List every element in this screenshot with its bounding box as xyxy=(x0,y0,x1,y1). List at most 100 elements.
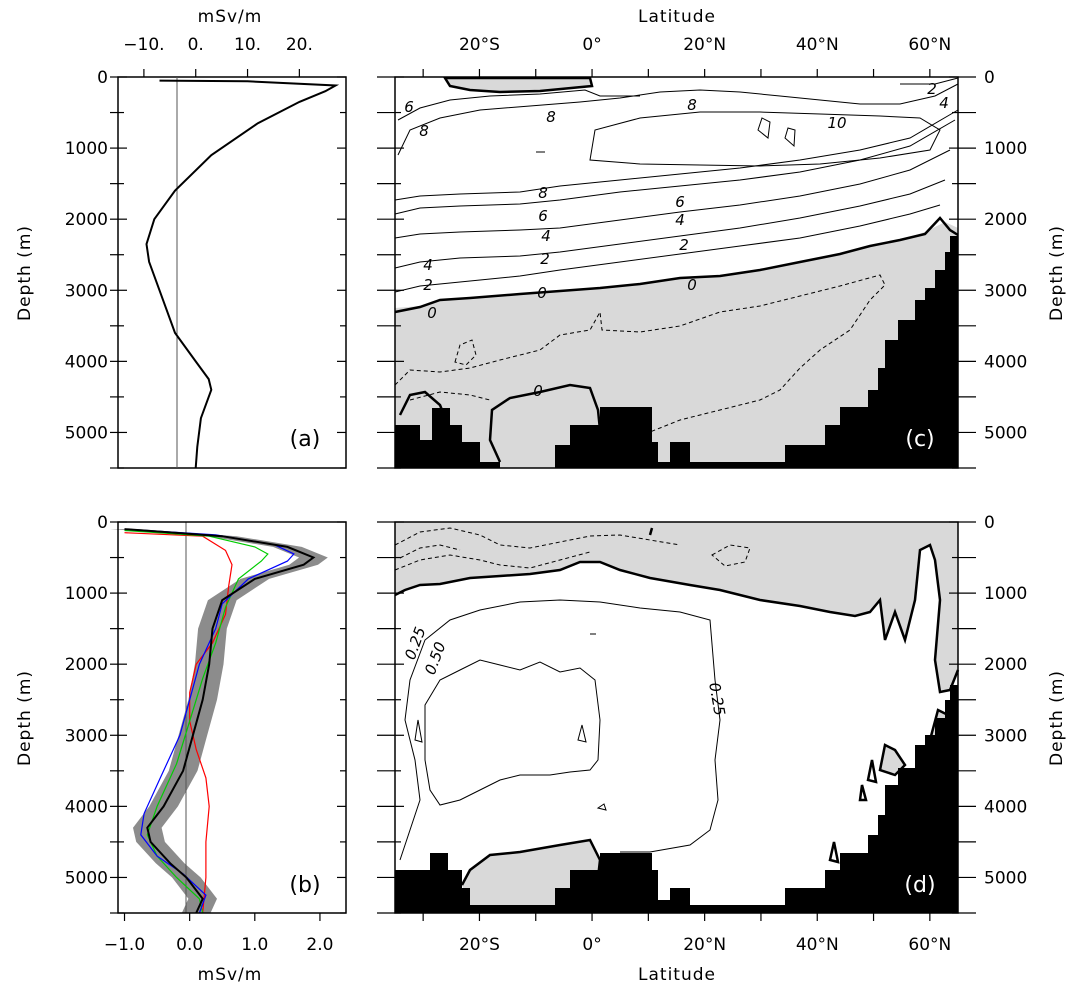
panel-d-positive-contours xyxy=(399,599,721,861)
panel-c-contour-label: 4 xyxy=(675,211,685,229)
x-tick-label: 20°S xyxy=(459,935,500,955)
panel-c-dashed-contour xyxy=(409,391,491,401)
x-tick-label: −1.0 xyxy=(104,935,145,955)
x-tick-label: 40°N xyxy=(796,935,839,955)
panel-a: mSv/m −10. 0. 10. 20. 0 1000 2000 3000 4000 5000… xyxy=(15,7,347,469)
x-tick-label: 2.0 xyxy=(306,935,333,955)
panel-d-y-tick-labels: 0 1000 2000 3000 4000 5000 xyxy=(984,513,1027,888)
panel-b-label: (b) xyxy=(289,873,320,898)
panel-c-contour-label: 6 xyxy=(538,207,548,225)
panel-c-surface-cell xyxy=(442,76,594,94)
y-tick-label: 3000 xyxy=(65,281,108,301)
y-tick-label: 3000 xyxy=(984,726,1027,746)
panel-c-contour-label: 4 xyxy=(423,256,433,274)
y-tick-label: 4000 xyxy=(65,797,108,817)
panel-d-x-title: Latitude xyxy=(638,965,716,985)
panel-c-land xyxy=(395,236,958,468)
x-tick-label: −10. xyxy=(123,35,164,55)
panel-a-label: (a) xyxy=(290,427,321,452)
x-tick-label: 60°N xyxy=(908,35,951,55)
panel-a-y-tick-labels: 0 1000 2000 3000 4000 5000 xyxy=(65,68,108,443)
x-tick-label: 0° xyxy=(582,35,601,55)
y-tick-label: 1000 xyxy=(984,584,1027,604)
y-tick-label: 3000 xyxy=(65,726,108,746)
y-tick-label: 4000 xyxy=(984,797,1027,817)
panel-d-y-title: Depth (m) xyxy=(1047,670,1067,766)
panel-c-contour-label: 2 xyxy=(423,276,433,294)
panel-c-negative-region xyxy=(395,222,958,468)
panel-a-x-tick-labels: −10. 0. 10. 20. xyxy=(123,35,313,55)
panel-c-contour-label: 6 xyxy=(675,193,685,211)
y-tick-label: 1000 xyxy=(65,584,108,604)
panel-d-negative-region xyxy=(880,745,905,775)
panel-d-frame xyxy=(394,521,959,914)
panel-c-frame xyxy=(394,76,959,469)
panel-c-contour-label: 0 xyxy=(537,284,547,302)
panel-d-land xyxy=(395,685,958,913)
panel-c-contour-label: 8 xyxy=(419,122,429,140)
x-tick-label: 0.0 xyxy=(176,935,203,955)
panel-c-label: (c) xyxy=(905,427,934,452)
panel-d-label: (d) xyxy=(904,873,935,898)
panel-c-x-tick-labels: 20°S 0° 20°N 40°N 60°N xyxy=(459,35,951,55)
x-tick-label: 40°N xyxy=(796,35,839,55)
x-tick-label: 0. xyxy=(188,35,204,55)
panel-d-zero-contours xyxy=(394,527,960,906)
panel-b-red-line xyxy=(124,532,233,914)
panel-a-y-title: Depth (m) xyxy=(15,225,35,321)
x-tick-label: 20°N xyxy=(683,935,726,955)
panel-a-x-title: mSv/m xyxy=(198,7,263,27)
panel-b-y-title: Depth (m) xyxy=(15,670,35,766)
panel-c-contour-label: 4 xyxy=(541,227,551,245)
panel-c-positive-contours xyxy=(394,77,959,293)
y-tick-label: 0 xyxy=(984,68,995,88)
panel-c-contour-label: 2 xyxy=(927,80,937,98)
x-tick-label: 20. xyxy=(286,35,313,55)
y-tick-label: 1000 xyxy=(65,139,108,159)
y-tick-label: 4000 xyxy=(984,352,1027,372)
y-tick-label: 2000 xyxy=(984,210,1027,230)
panel-a-profile-line xyxy=(145,79,340,469)
panel-c-contour-label: 10 xyxy=(827,114,846,132)
panel-d-x-tick-labels: 20°S 0° 20°N 40°N 60°N xyxy=(459,935,951,955)
panel-b-x-title: mSv/m xyxy=(198,965,263,985)
x-tick-label: 20°N xyxy=(683,35,726,55)
panel-c-dashed-contour xyxy=(394,274,886,433)
panel-c-contour-label: 2 xyxy=(540,250,550,268)
x-tick-label: 10. xyxy=(234,35,261,55)
panel-c-contour-label: 8 xyxy=(687,96,697,114)
panel-b-mean-line xyxy=(124,528,316,914)
panel-c-y-tick-labels: 0 1000 2000 3000 4000 5000 xyxy=(984,68,1027,443)
y-tick-label: 0 xyxy=(97,68,108,88)
y-tick-label: 1000 xyxy=(984,139,1027,159)
panel-a-tick-marks xyxy=(110,69,346,469)
panel-b-x-tick-labels: −1.0 0.0 1.0 2.0 xyxy=(104,935,334,955)
panel-b-ensemble-band xyxy=(110,529,328,913)
panel-c-contour-label: 6 xyxy=(404,98,414,116)
panel-c-contour-label: 4 xyxy=(939,94,949,112)
y-tick-label: 2000 xyxy=(984,655,1027,675)
panel-c-tick-marks xyxy=(377,69,976,469)
panel-d-contour-label: 0.25 xyxy=(705,681,729,717)
panel-d: 20°S 0° 20°N 40°N 60°N Latitude 0 1000 2000 300… xyxy=(377,513,1067,985)
panel-d-tick-marks xyxy=(377,521,976,921)
y-tick-label: 0 xyxy=(984,513,995,533)
panel-c-contour-label: 8 xyxy=(538,184,548,202)
panel-b: −1.0 0.0 1.0 2.0 mSv/m 0 1000 2000 3000 4000 500… xyxy=(15,513,347,985)
x-tick-label: 1.0 xyxy=(241,935,268,955)
panel-c-zero-contour xyxy=(394,216,959,314)
x-tick-label: 20°S xyxy=(459,35,500,55)
y-tick-label: 4000 xyxy=(65,352,108,372)
panel-c: Latitude 20°S 0° 20°N 40°N 60°N 010002000300… xyxy=(377,7,1067,469)
y-tick-label: 5000 xyxy=(984,868,1027,888)
panel-c-x-title: Latitude xyxy=(638,7,716,27)
panel-b-y-tick-labels: 0 1000 2000 3000 4000 5000 xyxy=(65,513,108,888)
panel-d-dashed-contours xyxy=(394,527,751,571)
panel-c-contour-label: 0 xyxy=(533,382,543,400)
y-tick-label: 0 xyxy=(97,513,108,533)
panel-b-tick-marks xyxy=(110,521,346,921)
panel-c-contour-label: 0 xyxy=(687,276,697,294)
panel-a-frame xyxy=(117,76,347,469)
